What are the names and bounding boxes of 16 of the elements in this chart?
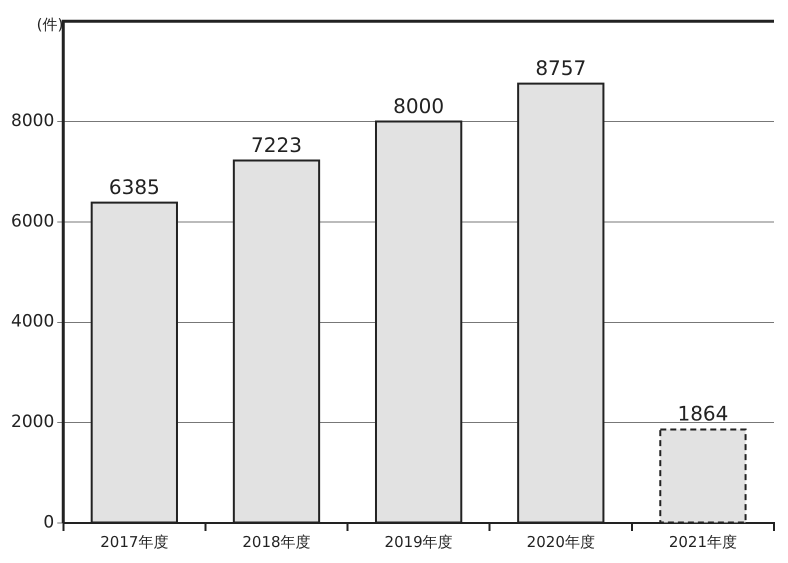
- data-label: 7223: [251, 132, 302, 157]
- data-label: 6385: [108, 174, 160, 199]
- data-label: 8757: [535, 56, 586, 80]
- x-tick-label: 2021年度: [668, 532, 738, 551]
- x-tick-label: 2019年度: [384, 532, 453, 551]
- data-label: 1864: [677, 402, 728, 426]
- x-tick-label: 2017年度: [100, 532, 168, 551]
- y-tick-label: 4000: [11, 312, 54, 332]
- data-label: 8000: [393, 94, 444, 118]
- x-tick-label: 2020年度: [526, 532, 595, 551]
- y-axis-title: (件): [36, 15, 64, 34]
- y-tick-label: 6000: [11, 211, 54, 232]
- y-tick-label: 8000: [11, 110, 54, 131]
- y-tick-label: 2000: [11, 412, 54, 432]
- y-tick-label: 0: [43, 512, 54, 532]
- x-tick-label: 2018年度: [242, 532, 311, 551]
